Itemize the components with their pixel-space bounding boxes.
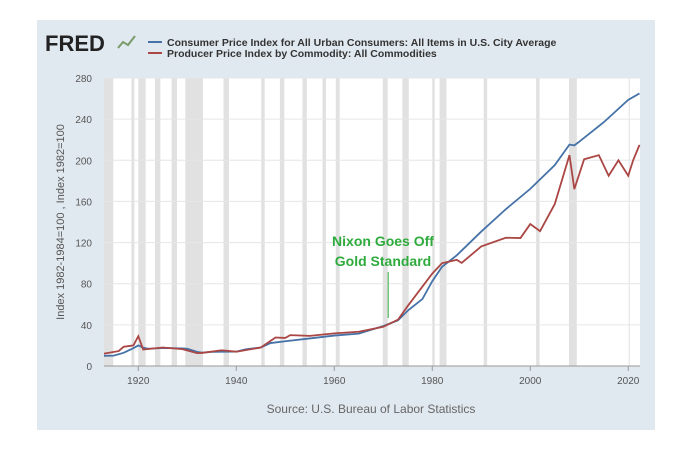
source: Source: U.S. Bureau of Labor Statistics — [267, 402, 476, 416]
recession-band — [171, 78, 178, 366]
annotation: Gold Standard — [335, 253, 431, 269]
plot-area — [104, 78, 640, 366]
recession-band — [628, 78, 630, 366]
x-tick-label: 1940 — [225, 376, 248, 387]
legend-label: Consumer Price Index for All Urban Consu… — [167, 37, 557, 49]
recession-band — [185, 78, 203, 366]
logo: FRED — [45, 31, 105, 56]
recession-band — [131, 78, 135, 366]
x-tick-label: 1960 — [323, 376, 346, 387]
recession-band — [223, 78, 229, 366]
recession-band — [279, 78, 285, 366]
x-tick-label: 1920 — [127, 376, 150, 387]
series-line — [103, 92, 640, 357]
recession-band — [382, 78, 388, 366]
recession-band — [104, 78, 114, 366]
recession-band — [154, 78, 161, 366]
recession-band — [302, 78, 307, 366]
recession-band — [402, 78, 409, 366]
recession-band — [483, 78, 488, 366]
recession-band — [261, 78, 265, 366]
grid: 0 40 80 120 160 200 240 280 1920 1940 1960 1980 2000… — [75, 74, 640, 387]
recession-band — [568, 78, 577, 366]
annotation: Nixon Goes Off — [332, 233, 434, 249]
recessions — [104, 78, 630, 366]
recession-band — [322, 78, 326, 366]
y-tick-label: 40 — [81, 321, 93, 332]
y-tick-label: 80 — [81, 280, 93, 291]
y-tick-label: 200 — [75, 156, 92, 167]
y-tick-label: 160 — [75, 197, 92, 208]
recession-band — [138, 78, 146, 366]
recession-band — [432, 78, 435, 366]
legend: Consumer Price Index for All Urban Consu… — [148, 37, 557, 60]
lines: Nixon Goes Off Gold Standard — [103, 92, 641, 357]
y-tick-label: 120 — [75, 239, 92, 250]
y-axis-label: Index 1982-1984=100 , Index 1982=100 — [55, 124, 67, 320]
y-tick-label: 240 — [75, 115, 92, 126]
y-tick-label: 280 — [75, 74, 92, 85]
logo-icon — [117, 35, 136, 49]
x-tick-label: 2000 — [519, 376, 542, 387]
x-tick-label: 2020 — [617, 376, 640, 387]
y-tick-label: 0 — [86, 362, 92, 373]
series-line — [103, 144, 641, 355]
recession-band — [335, 78, 340, 366]
recession-band — [439, 78, 447, 366]
legend-label: Producer Price Index by Commodity: All C… — [167, 48, 437, 60]
recession-band — [536, 78, 540, 366]
x-tick-label: 1980 — [421, 376, 444, 387]
